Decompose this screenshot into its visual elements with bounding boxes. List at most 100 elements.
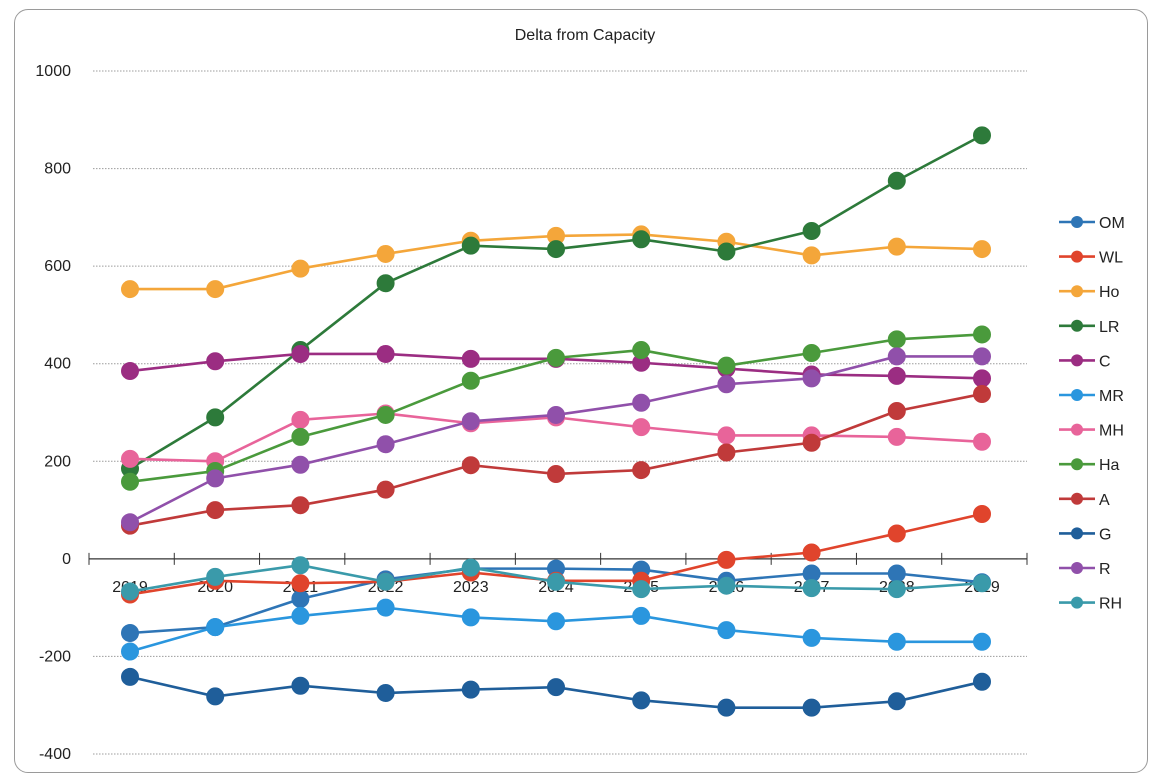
data-point — [291, 589, 310, 608]
legend-label: MH — [1099, 423, 1124, 440]
data-point — [632, 606, 651, 625]
y-tick-label: 600 — [44, 258, 71, 275]
y-tick-labels: -400 -200 0 200 400 600 800 1000 — [35, 63, 71, 763]
legend-item: A — [1059, 492, 1110, 509]
legend-label: MR — [1099, 388, 1124, 405]
data-point — [376, 598, 395, 617]
data-point — [887, 330, 906, 349]
data-point — [973, 126, 991, 145]
data-point — [291, 455, 310, 474]
series-rh — [121, 556, 991, 601]
legend-label: A — [1099, 492, 1110, 509]
data-point — [291, 259, 310, 278]
legend-label: Ho — [1099, 284, 1120, 301]
data-point — [376, 274, 395, 293]
data-point — [206, 618, 225, 637]
legend-item: MH — [1059, 423, 1124, 440]
legend-item: LR — [1059, 319, 1119, 336]
data-point — [802, 246, 821, 265]
data-point — [973, 574, 991, 593]
y-tick-label: 800 — [44, 161, 71, 178]
data-point — [632, 393, 651, 412]
y-tick-label: 400 — [44, 356, 71, 373]
series-layer — [121, 126, 991, 717]
legend-item: G — [1059, 526, 1111, 543]
data-point — [717, 375, 736, 394]
legend-swatch-marker — [1071, 354, 1083, 367]
data-point — [461, 412, 480, 431]
legend-swatch-marker — [1071, 527, 1083, 540]
legend-label: C — [1099, 353, 1111, 370]
data-point — [802, 433, 821, 452]
data-point — [121, 513, 139, 532]
data-point — [717, 550, 736, 569]
data-point — [632, 418, 651, 437]
y-tick-label: 0 — [62, 551, 71, 568]
data-point — [632, 230, 651, 249]
legend-item: Ha — [1059, 457, 1120, 474]
data-point — [291, 410, 310, 429]
data-point — [887, 347, 906, 366]
data-point — [461, 236, 480, 255]
data-point — [291, 556, 310, 575]
chart-svg: Delta from Capacity -400 -200 0 200 400 600 80… — [35, 27, 1125, 763]
data-point — [973, 384, 991, 403]
data-point — [206, 469, 225, 488]
data-point — [887, 366, 906, 385]
legend-item: MR — [1059, 388, 1124, 405]
data-point — [376, 244, 395, 263]
y-tick-label: -400 — [39, 746, 71, 763]
series-ho — [121, 225, 991, 299]
data-point — [802, 222, 821, 241]
legend-label: R — [1099, 561, 1111, 578]
legend-label: Ha — [1099, 457, 1120, 474]
y-tick-label: 1000 — [35, 63, 71, 80]
data-point — [547, 240, 565, 259]
data-point — [376, 572, 395, 591]
data-point — [973, 504, 991, 523]
data-point — [547, 572, 565, 591]
y-tick-label: -200 — [39, 648, 71, 665]
legend-swatch-marker — [1071, 216, 1083, 228]
data-point — [376, 435, 395, 454]
data-point — [547, 612, 565, 631]
series-g — [121, 667, 991, 717]
legend-swatch-marker — [1071, 423, 1083, 436]
data-point — [717, 242, 736, 261]
legend-swatch-marker — [1071, 285, 1083, 298]
data-point — [717, 621, 736, 640]
data-point — [973, 325, 991, 344]
data-point — [461, 558, 480, 577]
data-point — [291, 574, 310, 593]
data-point — [376, 480, 395, 499]
data-point — [887, 580, 906, 599]
data-point — [717, 356, 736, 375]
legend-swatch-marker — [1071, 562, 1083, 574]
chart-title: Delta from Capacity — [515, 27, 656, 44]
data-point — [887, 237, 906, 256]
legend-item: OM — [1059, 215, 1125, 232]
data-point — [802, 369, 821, 388]
data-point — [887, 402, 906, 421]
data-point — [121, 624, 139, 643]
data-point — [802, 698, 821, 717]
data-point — [973, 672, 991, 691]
data-point — [121, 667, 139, 686]
data-point — [121, 642, 139, 661]
legend-item: Ho — [1059, 284, 1120, 301]
data-point — [973, 347, 991, 366]
data-point — [717, 426, 736, 445]
data-point — [973, 432, 991, 451]
data-point — [632, 691, 651, 710]
data-point — [632, 461, 651, 480]
data-point — [291, 606, 310, 625]
data-point — [291, 676, 310, 695]
data-point — [547, 464, 565, 483]
data-point — [461, 608, 480, 627]
legend-swatch-marker — [1071, 458, 1083, 471]
legend-item: R — [1059, 561, 1111, 578]
legend-swatch-marker — [1071, 596, 1083, 609]
data-point — [887, 427, 906, 446]
data-point — [461, 349, 480, 368]
legend-swatch-marker — [1071, 250, 1083, 263]
